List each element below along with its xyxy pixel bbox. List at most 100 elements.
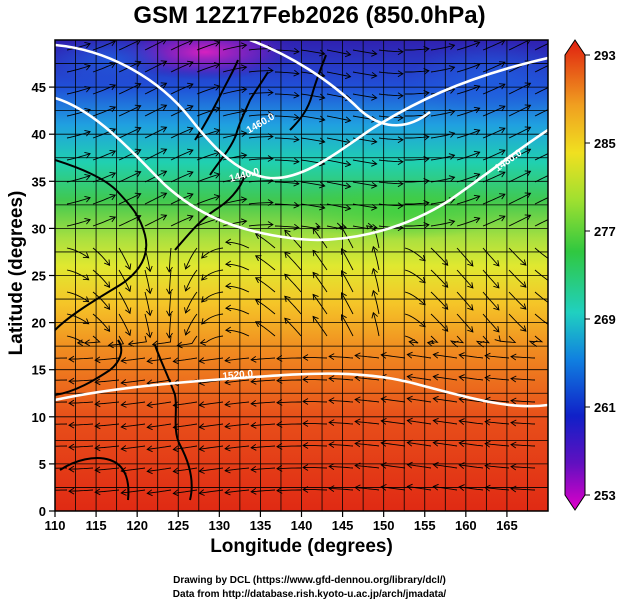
streamline <box>251 401 276 405</box>
streamline <box>355 399 380 403</box>
streamline-arrow <box>442 281 449 288</box>
streamline-arrow <box>284 295 291 303</box>
streamline <box>482 247 500 267</box>
streamline-arrow <box>380 417 387 425</box>
streamline <box>430 220 455 227</box>
streamline <box>449 335 465 344</box>
streamline <box>66 197 91 205</box>
streamline-arrow <box>213 172 221 179</box>
streamline-arrow <box>276 443 283 450</box>
streamline <box>121 379 146 384</box>
streamline-arrow <box>267 89 274 96</box>
streamline <box>534 175 548 183</box>
streamline-arrow <box>276 377 283 384</box>
streamline-arrow <box>250 465 257 473</box>
streamline <box>407 376 432 381</box>
streamline-arrow <box>267 221 274 228</box>
streamline <box>312 272 328 293</box>
streamline <box>225 307 250 315</box>
streamline-arrow <box>145 287 153 295</box>
streamline <box>147 467 172 472</box>
streamline <box>326 71 351 78</box>
streamline <box>372 268 380 293</box>
streamline-arrow <box>524 104 532 111</box>
streamline-arrow <box>499 83 506 90</box>
streamline <box>196 173 220 183</box>
streamline-arrow <box>160 82 168 89</box>
streamline <box>66 335 86 344</box>
streamline-arrow <box>380 461 387 469</box>
streamline-arrow <box>120 357 127 364</box>
streamline <box>459 398 484 403</box>
streamline <box>508 192 531 205</box>
streamline-arrow <box>371 159 378 167</box>
streamline-arrow <box>371 289 378 297</box>
streamline-arrow <box>293 157 300 165</box>
streamline <box>199 357 224 362</box>
streamline-arrow <box>344 182 352 190</box>
streamline-arrow <box>448 131 456 138</box>
streamline-arrow <box>120 379 127 386</box>
streamline <box>381 486 406 491</box>
y-axis: 0 5 10 15 20 25 30 35 40 45 <box>32 80 55 519</box>
streamline <box>459 376 484 381</box>
streamline <box>456 247 474 267</box>
streamline <box>329 377 354 381</box>
streamline <box>534 247 548 259</box>
streamline <box>92 291 110 310</box>
streamline <box>352 181 377 187</box>
streamline <box>199 489 224 494</box>
streamline-arrow <box>344 204 352 212</box>
streamline <box>274 225 299 229</box>
streamline-arrow <box>319 93 326 101</box>
streamline <box>456 313 474 333</box>
streamline-arrow <box>524 214 532 221</box>
streamline-arrow <box>426 339 434 347</box>
streamline <box>199 467 224 472</box>
streamline-arrow <box>452 340 459 348</box>
streamline <box>276 467 301 470</box>
streamline <box>404 269 426 284</box>
streamline-arrow <box>187 148 194 156</box>
streamline-arrow <box>302 486 309 493</box>
streamline <box>510 444 536 447</box>
streamline <box>128 335 147 345</box>
streamline <box>92 216 116 227</box>
streamline <box>276 423 301 426</box>
streamline-arrow <box>284 229 291 237</box>
streamline-arrow <box>344 160 352 168</box>
streamline <box>405 224 429 227</box>
streamline-arrow <box>68 465 75 473</box>
streamline <box>144 313 151 338</box>
streamline-arrow <box>448 175 456 182</box>
streamline <box>510 466 536 469</box>
streamline <box>147 357 172 362</box>
streamline <box>199 401 224 406</box>
streamline-arrow <box>68 487 75 495</box>
streamline <box>381 442 406 447</box>
streamline <box>534 87 548 95</box>
streamline-arrow <box>120 489 127 496</box>
streamline <box>485 465 510 469</box>
streamline-arrow <box>442 325 449 332</box>
streamline-arrow <box>406 373 413 381</box>
streamline-arrow <box>493 282 500 289</box>
streamline-arrow <box>371 245 378 253</box>
streamline <box>68 467 94 470</box>
streamline <box>284 273 302 293</box>
streamline <box>118 291 131 314</box>
streamline-arrow <box>134 126 142 133</box>
streamline <box>508 313 527 332</box>
streamline <box>329 487 354 491</box>
streamline-arrow <box>340 248 347 255</box>
streamline <box>248 136 273 139</box>
streamline <box>225 489 250 494</box>
streamline-arrow <box>473 84 481 92</box>
streamline-arrow <box>198 423 205 430</box>
streamline <box>222 110 247 117</box>
streamline-arrow <box>109 105 117 113</box>
streamline-arrow <box>397 70 404 78</box>
streamline <box>341 248 354 271</box>
streamline-arrow <box>166 288 173 295</box>
streamline <box>459 464 484 469</box>
